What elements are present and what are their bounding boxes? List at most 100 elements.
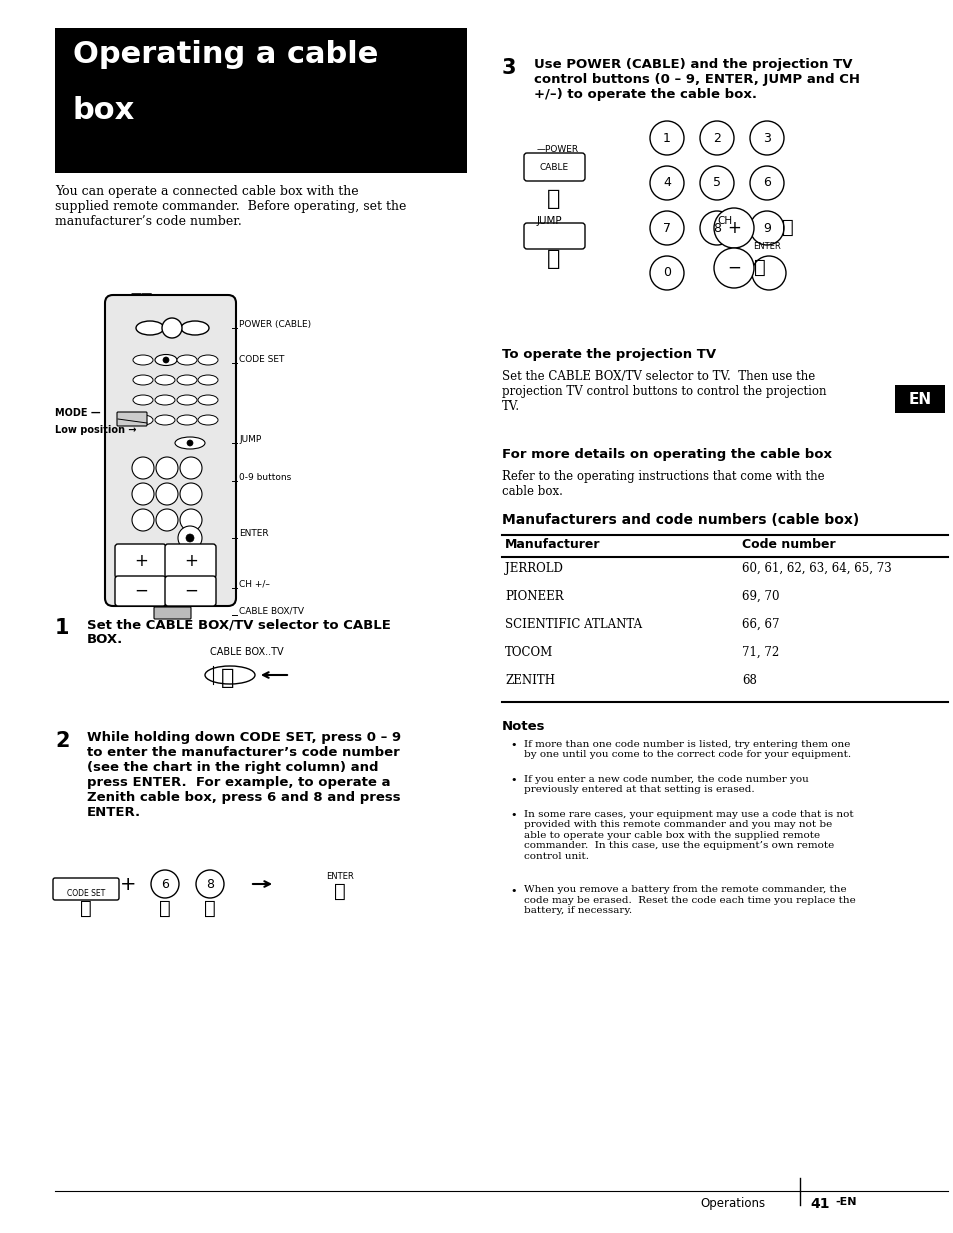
Text: MODE —: MODE —	[55, 408, 100, 418]
Text: 71, 72: 71, 72	[741, 646, 779, 658]
Text: If you enter a new code number, the code number you
previously entered at that s: If you enter a new code number, the code…	[523, 776, 808, 794]
FancyBboxPatch shape	[117, 412, 147, 425]
Text: ENTER: ENTER	[239, 529, 269, 539]
Text: 4: 4	[662, 176, 670, 190]
Ellipse shape	[154, 375, 174, 385]
Circle shape	[749, 166, 783, 200]
Text: You can operate a connected cable box with the
supplied remote commander.  Befor: You can operate a connected cable box wi…	[55, 185, 406, 228]
Circle shape	[132, 483, 153, 506]
Circle shape	[195, 870, 224, 898]
Text: Set the CABLE BOX/TV selector to CABLE
BOX.: Set the CABLE BOX/TV selector to CABLE B…	[87, 618, 391, 646]
Text: EN: EN	[907, 392, 930, 407]
Text: 7: 7	[662, 222, 670, 234]
Text: If more than one code number is listed, try entering them one
by one until you c: If more than one code number is listed, …	[523, 740, 850, 760]
Circle shape	[132, 457, 153, 478]
Text: CODE SET: CODE SET	[239, 355, 284, 364]
Text: +: +	[120, 874, 136, 894]
Text: 2: 2	[712, 132, 720, 144]
Text: 9: 9	[762, 222, 770, 234]
Text: •: •	[510, 776, 516, 785]
Text: CABLE BOX/TV: CABLE BOX/TV	[239, 607, 304, 615]
Circle shape	[163, 358, 169, 363]
Text: CODE SET: CODE SET	[67, 889, 105, 898]
Text: CH: CH	[717, 216, 731, 226]
Text: ☟: ☟	[334, 883, 346, 901]
Text: 2: 2	[55, 731, 70, 751]
Text: +: +	[134, 552, 148, 570]
Circle shape	[713, 208, 753, 248]
Text: •: •	[510, 810, 516, 820]
FancyBboxPatch shape	[523, 223, 584, 249]
FancyBboxPatch shape	[165, 576, 215, 605]
Text: 8: 8	[712, 222, 720, 234]
Text: −: −	[184, 582, 197, 600]
Text: 6: 6	[161, 878, 169, 890]
Text: +: +	[184, 552, 197, 570]
Text: 66, 67: 66, 67	[741, 618, 779, 631]
Text: −: −	[726, 259, 740, 277]
Text: While holding down CODE SET, press 0 – 9
to enter the manufacturer’s code number: While holding down CODE SET, press 0 – 9…	[87, 731, 400, 819]
Circle shape	[186, 534, 193, 543]
Text: 0: 0	[662, 266, 670, 280]
Text: box: box	[73, 96, 135, 125]
Circle shape	[700, 211, 733, 245]
Circle shape	[178, 526, 202, 550]
Circle shape	[700, 121, 733, 155]
FancyBboxPatch shape	[115, 576, 166, 605]
Text: JUMP: JUMP	[239, 434, 261, 444]
Text: When you remove a battery from the remote commander, the
code may be erased.  Re: When you remove a battery from the remot…	[523, 885, 855, 915]
Text: 3: 3	[501, 58, 516, 78]
Text: 41: 41	[809, 1197, 828, 1211]
Text: •: •	[510, 885, 516, 895]
Ellipse shape	[177, 416, 196, 425]
Ellipse shape	[198, 355, 218, 365]
Ellipse shape	[136, 321, 164, 335]
Text: 3: 3	[762, 132, 770, 144]
Text: ☟: ☟	[221, 667, 234, 689]
FancyBboxPatch shape	[105, 295, 235, 605]
Ellipse shape	[177, 375, 196, 385]
Circle shape	[649, 211, 683, 245]
Circle shape	[156, 509, 178, 531]
Text: JUMP: JUMP	[537, 216, 562, 226]
Text: TOCOM: TOCOM	[504, 646, 553, 658]
Text: ZENITH: ZENITH	[504, 674, 555, 687]
Text: +: +	[726, 219, 740, 237]
Text: Operating a cable: Operating a cable	[73, 39, 378, 69]
Circle shape	[162, 318, 182, 338]
Ellipse shape	[198, 416, 218, 425]
Circle shape	[700, 166, 733, 200]
FancyBboxPatch shape	[894, 385, 944, 413]
Circle shape	[180, 457, 202, 478]
Text: Low position →: Low position →	[55, 425, 136, 435]
Text: CABLE BOX..TV: CABLE BOX..TV	[210, 647, 283, 657]
Circle shape	[713, 248, 753, 289]
Ellipse shape	[177, 395, 196, 404]
Text: 5: 5	[712, 176, 720, 190]
Ellipse shape	[154, 395, 174, 404]
Text: In some rare cases, your equipment may use a code that is not
provided with this: In some rare cases, your equipment may u…	[523, 810, 853, 861]
Text: Notes: Notes	[501, 720, 545, 732]
Text: Refer to the operating instructions that come with the
cable box.: Refer to the operating instructions that…	[501, 470, 823, 498]
Text: To operate the projection TV: To operate the projection TV	[501, 348, 716, 361]
Circle shape	[151, 870, 179, 898]
Text: ☞: ☞	[781, 219, 793, 237]
Text: Use POWER (CABLE) and the projection TV
control buttons (0 – 9, ENTER, JUMP and : Use POWER (CABLE) and the projection TV …	[534, 58, 859, 101]
Ellipse shape	[132, 395, 152, 404]
Ellipse shape	[181, 321, 209, 335]
Ellipse shape	[177, 355, 196, 365]
Ellipse shape	[198, 395, 218, 404]
Ellipse shape	[132, 416, 152, 425]
Text: ☟: ☟	[547, 187, 560, 210]
Text: ENTER: ENTER	[326, 872, 354, 882]
FancyBboxPatch shape	[153, 607, 191, 619]
Text: 60, 61, 62, 63, 64, 65, 73: 60, 61, 62, 63, 64, 65, 73	[741, 562, 891, 575]
Circle shape	[749, 211, 783, 245]
Text: Set the CABLE BOX/TV selector to TV.  Then use the
projection TV control buttons: Set the CABLE BOX/TV selector to TV. The…	[501, 370, 825, 413]
Text: ☟: ☟	[204, 900, 215, 919]
Circle shape	[180, 483, 202, 506]
Ellipse shape	[198, 375, 218, 385]
Text: -EN: -EN	[834, 1197, 856, 1207]
Text: 1: 1	[662, 132, 670, 144]
Text: 68: 68	[741, 674, 756, 687]
